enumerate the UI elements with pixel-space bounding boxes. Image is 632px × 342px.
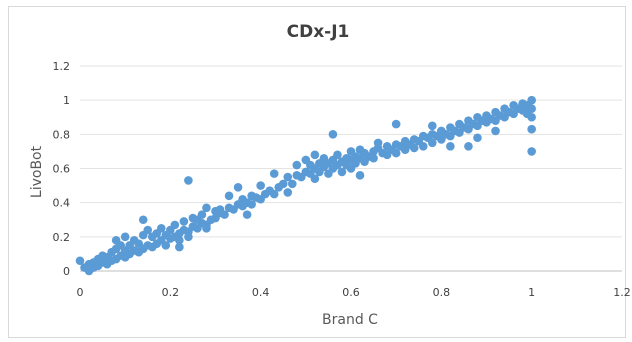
data-point bbox=[527, 95, 536, 105]
data-point bbox=[120, 232, 130, 242]
x-tick-label: 1.2 bbox=[613, 286, 631, 299]
data-point bbox=[278, 179, 288, 189]
data-point bbox=[247, 200, 256, 209]
data-point bbox=[287, 179, 297, 189]
data-point bbox=[337, 167, 347, 177]
data-point bbox=[310, 150, 320, 160]
data-point bbox=[75, 256, 85, 266]
y-tick-label: 0.2 bbox=[53, 231, 71, 244]
data-point bbox=[333, 150, 342, 160]
data-point bbox=[256, 181, 265, 190]
data-point bbox=[242, 210, 252, 219]
data-point bbox=[527, 124, 536, 134]
data-point bbox=[202, 223, 211, 233]
data-point bbox=[170, 220, 180, 230]
data-point bbox=[269, 169, 279, 178]
data-point bbox=[233, 182, 243, 192]
data-point bbox=[179, 217, 189, 226]
data-point bbox=[373, 138, 383, 148]
data-point bbox=[409, 143, 419, 153]
data-point bbox=[292, 160, 302, 170]
x-tick-label: 0.2 bbox=[162, 286, 180, 299]
data-point bbox=[220, 210, 229, 219]
x-tick-label: 0.4 bbox=[252, 286, 270, 299]
data-point bbox=[175, 235, 184, 245]
y-tick-label: 0.8 bbox=[53, 128, 71, 141]
data-point bbox=[283, 188, 293, 197]
data-point bbox=[418, 141, 428, 151]
data-point bbox=[464, 141, 473, 151]
x-tick-label: 0 bbox=[77, 286, 84, 299]
y-tick-label: 0.6 bbox=[53, 163, 71, 176]
y-axis-ticks: 0 0.2 0.4 0.6 0.8 1 1.2 bbox=[53, 60, 71, 278]
data-point bbox=[143, 225, 153, 235]
data-point bbox=[491, 126, 500, 136]
x-tick-label: 0.6 bbox=[342, 286, 360, 299]
data-points bbox=[75, 95, 536, 276]
chart-title: CDx-J1 bbox=[287, 22, 350, 42]
y-axis-title: LivoBot bbox=[29, 145, 45, 198]
data-point bbox=[522, 109, 532, 119]
data-point bbox=[473, 133, 482, 143]
data-point bbox=[310, 174, 320, 184]
data-point bbox=[391, 148, 401, 158]
data-point bbox=[355, 171, 365, 180]
data-point bbox=[138, 215, 148, 225]
data-point bbox=[328, 130, 338, 139]
y-tick-label: 0.4 bbox=[53, 197, 71, 210]
x-tick-label: 1 bbox=[528, 286, 535, 299]
data-point bbox=[202, 203, 211, 213]
x-tick-label: 0.8 bbox=[433, 286, 451, 299]
data-point bbox=[184, 176, 193, 185]
x-axis-title: Brand C bbox=[322, 312, 378, 328]
data-point bbox=[184, 232, 193, 242]
data-point bbox=[346, 164, 356, 173]
data-point bbox=[369, 153, 378, 163]
data-point bbox=[224, 191, 234, 201]
data-point bbox=[157, 223, 166, 233]
data-point bbox=[527, 147, 536, 156]
data-point bbox=[446, 141, 455, 151]
data-point bbox=[161, 241, 171, 250]
data-point bbox=[197, 210, 207, 219]
y-tick-label: 0 bbox=[63, 265, 70, 278]
data-point bbox=[428, 121, 437, 131]
data-point bbox=[175, 242, 184, 252]
data-point bbox=[269, 189, 279, 199]
data-point bbox=[428, 138, 437, 148]
data-point bbox=[301, 155, 311, 165]
y-tick-label: 1 bbox=[63, 94, 70, 107]
x-axis-ticks: 0 0.2 0.4 0.6 0.8 1 1.2 bbox=[77, 286, 631, 299]
data-point bbox=[391, 119, 401, 129]
data-point bbox=[111, 235, 121, 245]
data-point bbox=[283, 172, 293, 182]
y-tick-label: 1.2 bbox=[53, 60, 71, 73]
